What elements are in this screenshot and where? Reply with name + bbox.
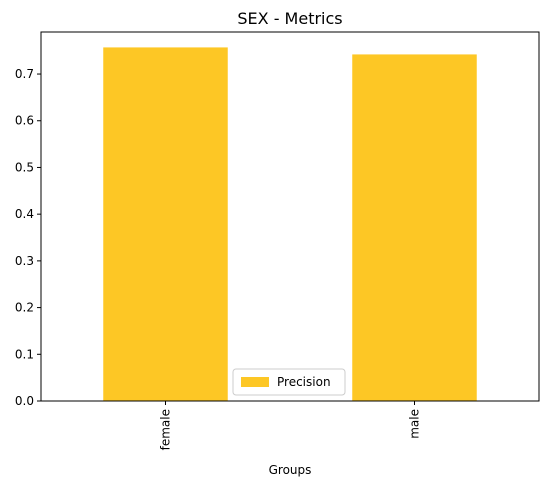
legend-swatch-precision	[241, 377, 269, 387]
y-tick-label: 0.7	[15, 67, 34, 81]
y-tick-label: 0.6	[15, 114, 34, 128]
legend-box	[232, 368, 346, 396]
plot-frame	[40, 31, 540, 402]
y-tick-label: 0.4	[15, 207, 34, 221]
y-axis: 0.0 0.1 0.2 0.3 0.4 0.5 0.6 0.7	[15, 67, 41, 408]
y-tick-label: 0.0	[15, 394, 34, 408]
y-tick-label: 0.1	[15, 347, 34, 361]
y-tick-label: 0.3	[15, 254, 34, 268]
legend[interactable]: Precision	[232, 368, 346, 396]
bar-female	[103, 47, 228, 401]
y-tick-label: 0.5	[15, 160, 34, 174]
legend-label-precision: Precision	[277, 375, 331, 389]
bars-group	[103, 47, 477, 401]
bar-male	[352, 54, 477, 401]
x-axis: female male	[159, 401, 422, 450]
y-tick-label: 0.2	[15, 301, 34, 315]
x-tick-label-female: female	[159, 409, 173, 450]
x-axis-label: Groups	[269, 463, 312, 477]
chart-title: SEX - Metrics	[237, 9, 342, 28]
x-tick-label-male: male	[408, 409, 422, 439]
